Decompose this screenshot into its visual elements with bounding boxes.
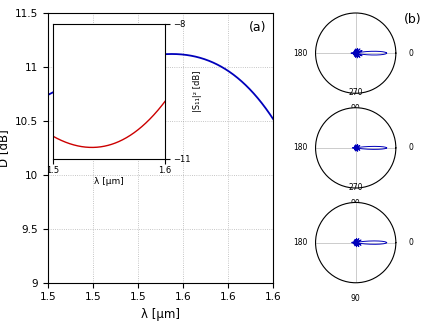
Text: (b): (b) (404, 13, 422, 26)
X-axis label: λ [μm]: λ [μm] (141, 308, 180, 321)
Text: (a): (a) (249, 21, 266, 34)
Y-axis label: D [dB]: D [dB] (0, 129, 10, 167)
